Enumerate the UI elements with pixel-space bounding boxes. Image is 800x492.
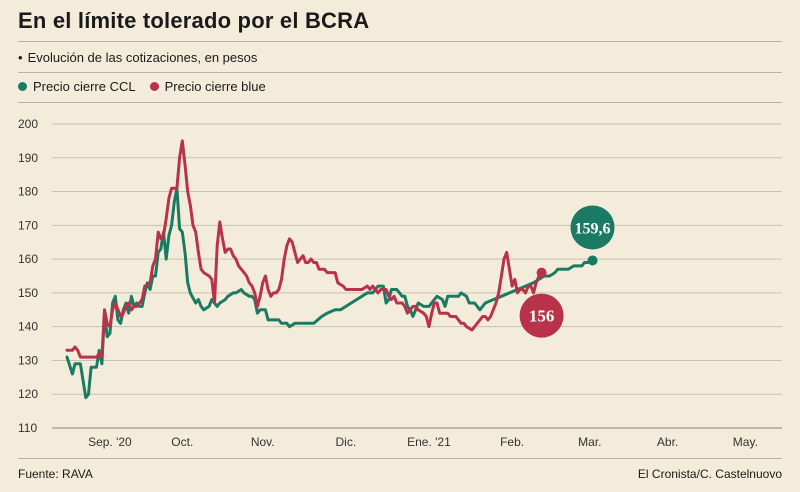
- x-tick-label: Ene. '21: [407, 435, 451, 449]
- blue-value-badge: [519, 293, 564, 338]
- legend-dot-icon: [149, 82, 159, 91]
- x-tick-label: Nov.: [251, 435, 275, 449]
- legend-label-ccl: Precio cierre CCL: [33, 79, 136, 94]
- x-tick-label: Abr.: [657, 435, 678, 449]
- legend-dot-icon: [18, 82, 27, 91]
- x-tick-label: May.: [733, 435, 758, 449]
- ccl-end-marker: [587, 255, 598, 266]
- y-tick-label: 160: [18, 252, 38, 266]
- y-tick-label: 200: [18, 117, 38, 131]
- y-tick-label: 130: [18, 353, 38, 367]
- y-tick-label: 150: [18, 286, 38, 300]
- legend-divider: [18, 102, 782, 103]
- legend-item-blue: Precio cierre blue: [149, 79, 266, 94]
- ccl-value-label: 159,6: [575, 220, 611, 237]
- chart-title: En el límite tolerado por el BCRA: [18, 8, 370, 33]
- x-tick-label: Dic.: [336, 435, 357, 449]
- chart-subtitle: • Evolución de las cotizaciones, en pesos: [18, 50, 257, 65]
- x-tick-label: Feb.: [500, 435, 524, 449]
- ccl-series-line: [65, 186, 594, 400]
- source-note: Fuente: RAVA: [18, 467, 93, 481]
- ccl-value-badge: [570, 205, 615, 250]
- footer-divider: [18, 458, 782, 459]
- y-tick-label: 110: [18, 421, 37, 435]
- x-tick-label: Mar.: [578, 435, 601, 449]
- title-divider: [18, 41, 782, 42]
- x-tick-label: Sep. '20: [88, 435, 132, 449]
- y-tick-label: 190: [18, 151, 38, 165]
- y-tick-label: 140: [18, 320, 38, 334]
- x-tick-label: Oct.: [171, 435, 193, 449]
- blue-end-marker: [536, 267, 547, 278]
- y-tick-label: 170: [18, 218, 38, 232]
- bullet-icon: •: [18, 50, 23, 65]
- blue-value-label: 156: [529, 307, 555, 326]
- y-tick-label: 120: [18, 387, 38, 401]
- legend: Precio cierre CCL Precio cierre blue: [18, 79, 280, 94]
- subtitle-divider: [18, 72, 782, 73]
- blue-series-line: [65, 139, 544, 359]
- credit-note: El Cronista/C. Castelnuovo: [637, 467, 782, 481]
- subtitle-text: Evolución de las cotizaciones, en pesos: [27, 50, 258, 65]
- legend-item-ccl: Precio cierre CCL: [18, 79, 136, 94]
- y-tick-label: 180: [18, 185, 38, 199]
- legend-label-blue: Precio cierre blue: [164, 79, 266, 94]
